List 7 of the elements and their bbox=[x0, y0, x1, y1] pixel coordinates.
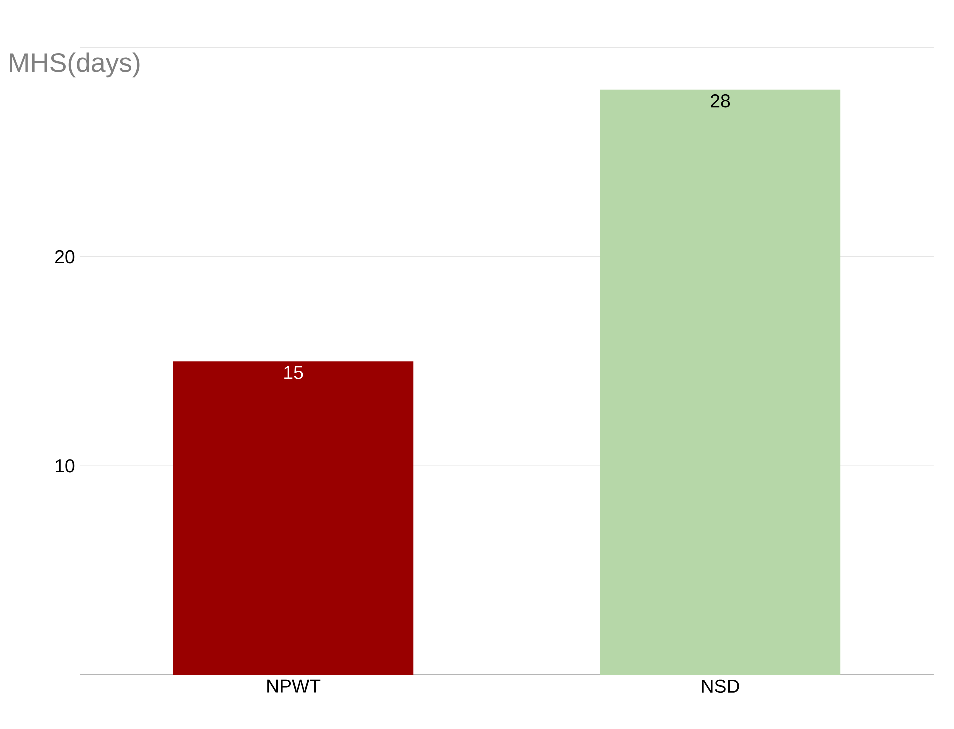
x-tick-label: NSD bbox=[702, 680, 740, 694]
y-tick-label: 20 bbox=[56, 250, 75, 264]
y-tick-label: 10 bbox=[56, 460, 75, 473]
x-tick-label: NPWT bbox=[268, 680, 321, 693]
data-label: 15 bbox=[284, 366, 304, 380]
data-label: 28 bbox=[711, 94, 730, 108]
y-axis-title: MHS(days) bbox=[10, 52, 140, 78]
